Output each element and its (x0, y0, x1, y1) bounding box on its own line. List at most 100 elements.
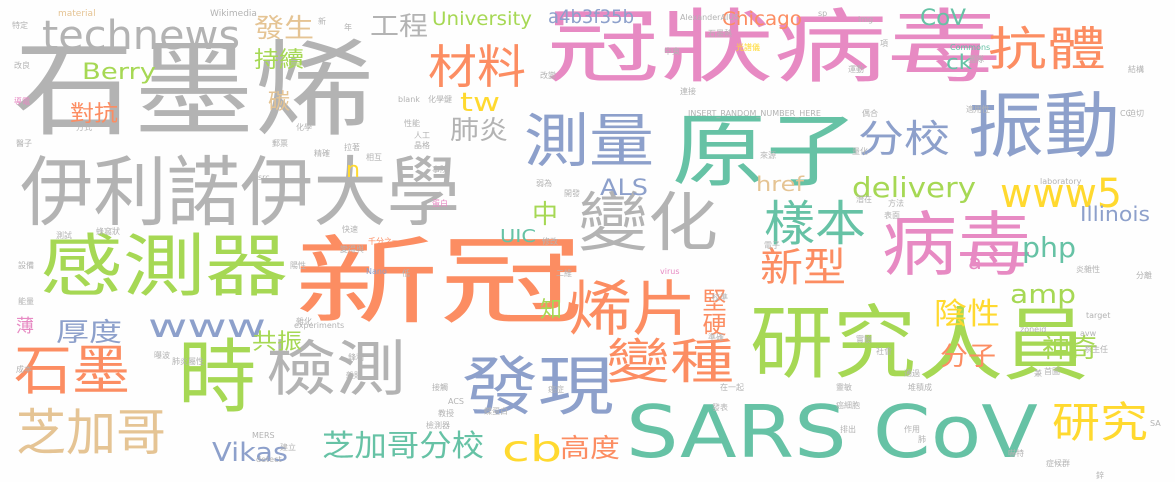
cloud-word: University (432, 8, 532, 30)
cloud-word: ACS (448, 397, 464, 406)
cloud-word: 新型 (760, 245, 846, 291)
cloud-word: 千分之一 (368, 237, 400, 246)
cloud-word: 研究 (750, 297, 917, 390)
cloud-word: 持續 (254, 48, 305, 73)
cloud-word: 高度 (560, 434, 620, 464)
cloud-word: 低 (402, 269, 410, 278)
cloud-word: 排出 (840, 425, 856, 434)
cloud-word: 通過 (904, 369, 920, 378)
cloud-word: 原子 (672, 105, 860, 198)
cloud-word: 症候群 (1046, 459, 1070, 468)
cloud-word: 癌症 (548, 385, 564, 394)
cloud-word: 改變 (540, 71, 556, 80)
cloud-word: 對抗 (70, 102, 119, 127)
cloud-word: 知 (540, 298, 562, 323)
cloud-word: php (1022, 231, 1076, 264)
cloud-word: 準確 (708, 333, 724, 342)
cloud-word: 偶合 (862, 109, 878, 118)
cloud-word: AlexanderAIUS (680, 13, 740, 22)
cloud-word: 教授 (438, 409, 454, 418)
cloud-word: 變種 (606, 334, 734, 390)
cloud-word: 肺炎 (450, 116, 508, 146)
cloud-word: 芝加哥分校 (322, 429, 484, 464)
cloud-word: 性能 (404, 119, 420, 128)
cloud-word: 雜貼 (346, 371, 362, 380)
cloud-word: 建立 (280, 443, 296, 452)
cloud-word: 烯片 (568, 275, 697, 345)
cloud-word: 化學鍵 (428, 95, 452, 104)
cloud-word: 接觸 (432, 383, 448, 392)
cloud-word: 測試 (56, 231, 72, 240)
cloud-word: 適用性 (966, 105, 990, 114)
cloud-word: 石墨烯 (14, 29, 375, 151)
cloud-word: 分校 (858, 117, 950, 161)
cloud-word: 人員 (918, 299, 1089, 392)
cloud-word: 靈敏 (836, 383, 852, 392)
cloud-word: 校準 (712, 293, 728, 302)
cloud-word: tw (460, 88, 500, 118)
cloud-word: 蛋白 (432, 199, 448, 208)
cloud-word: 材料 (428, 40, 526, 94)
cloud-word: 特定 (12, 21, 28, 30)
cloud-word: SA (1150, 419, 1161, 428)
cloud-word: href (756, 172, 805, 196)
cloud-word: 感測器 (40, 228, 289, 307)
cloud-word: 在一起 (720, 383, 744, 392)
cloud-word: 分離 (1136, 271, 1152, 280)
cloud-word: laboratory (1040, 177, 1082, 186)
cloud-word: Wikimedia (210, 9, 257, 19)
cloud-word: 表面 (884, 211, 900, 220)
cloud-word: Berry (82, 60, 157, 85)
cloud-word: cb (502, 429, 563, 470)
cloud-word: 人工 (414, 131, 430, 140)
cloud-word: 發表 (712, 403, 728, 412)
cloud-word: INSERT_RANDOM_NUMBER_HERE (688, 109, 821, 118)
cloud-word: 迫切 (1128, 109, 1144, 118)
cloud-word: 開發 (564, 189, 580, 198)
cloud-word: 雜化 (296, 317, 312, 326)
cloud-word: 首圖 (1044, 367, 1060, 376)
cloud-word: 測量 (524, 107, 655, 175)
cloud-word: 方式 (76, 123, 92, 132)
cloud-word: 弱為 (536, 179, 552, 188)
cloud-word: experiments (294, 321, 345, 330)
cloud-word: 樣本 (764, 196, 866, 252)
cloud-word: 檢測 (266, 335, 407, 405)
cloud-word: 能量 (18, 297, 34, 306)
cloud-word: 項 (880, 39, 888, 48)
cloud-word: 石墨 (14, 339, 130, 402)
cloud-word: 時 (178, 331, 256, 424)
cloud-word: 癌細胞 (836, 401, 860, 410)
cloud-word: 厚度 (56, 318, 123, 348)
cloud-word: 作用 (904, 425, 920, 434)
cloud-word: Chicago (722, 8, 802, 30)
cloud-word: 導電 (14, 97, 30, 106)
cloud-word: UIC (500, 226, 537, 247)
cloud-word: Nano (366, 267, 387, 276)
cloud-word: 共振 (252, 330, 303, 355)
cloud-word: 結構 (1128, 65, 1144, 74)
cloud-word: Commons (950, 43, 991, 52)
cloud-word: 成本 (16, 365, 32, 374)
cloud-word: detect (256, 455, 282, 464)
cloud-word: material (58, 9, 96, 19)
cloud-word: 鋒利 (348, 353, 364, 362)
cloud-word: 嚇特 (1008, 449, 1024, 458)
cloud-word: 新 (318, 17, 326, 26)
cloud-word: ALS (600, 176, 649, 201)
cloud-word: 芝加哥 (16, 404, 166, 462)
cloud-word: 量化 (852, 147, 868, 156)
cloud-word: 電子 (764, 241, 780, 250)
cloud-word: 潛在 (856, 195, 872, 204)
cloud-word: 病毒 (882, 204, 1032, 286)
cloud-word: 運動 (848, 65, 864, 74)
cloud-word: 精確 (314, 149, 330, 158)
cloud-word: 鋅 (1096, 471, 1104, 480)
cloud-word: 系主任 (1084, 345, 1108, 354)
cloud-word: 曝波 (154, 351, 170, 360)
cloud-word: delivery (852, 171, 977, 204)
cloud-word: 檢測器 (426, 421, 450, 430)
cloud-word: 肺 (918, 435, 926, 444)
cloud-word: 實驗 (856, 335, 872, 344)
